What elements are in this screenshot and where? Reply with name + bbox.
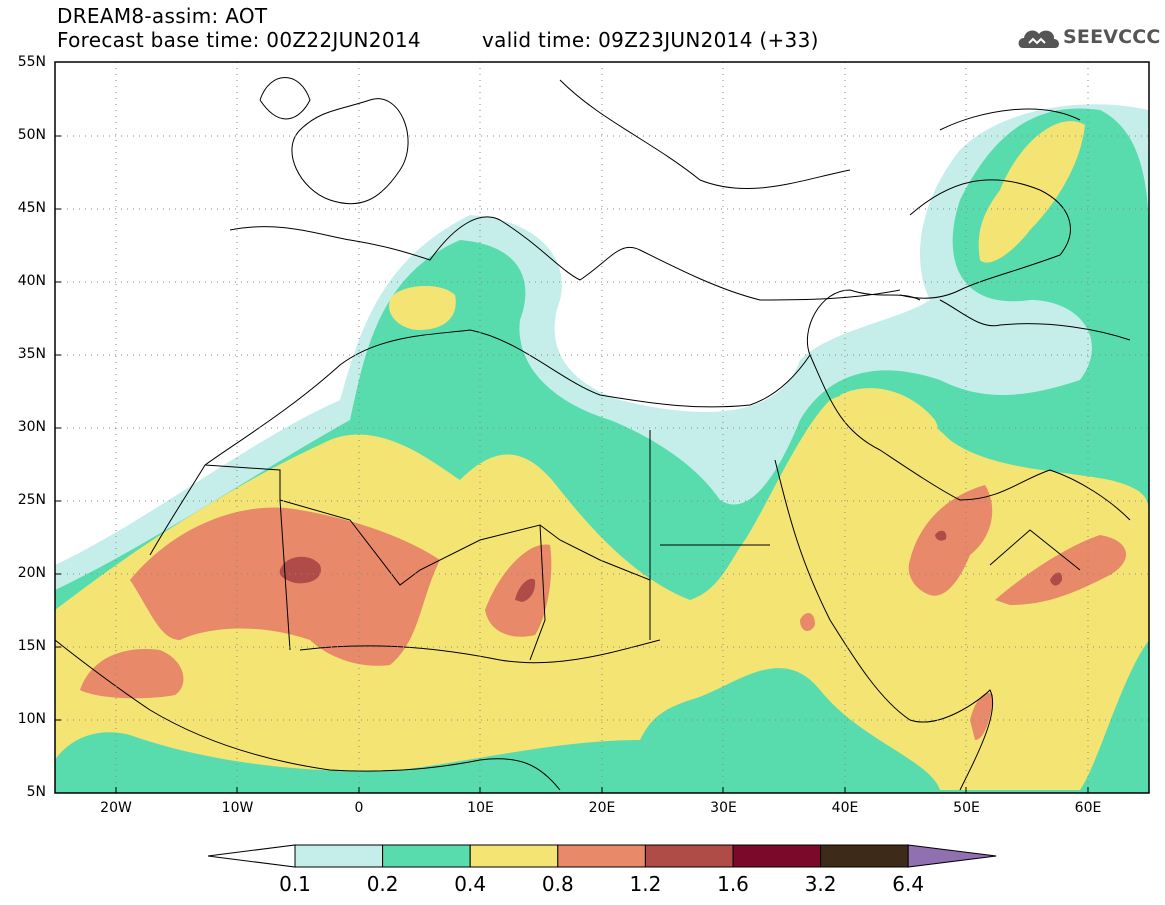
colorbar-swatch [820,844,909,868]
colorbar-label: 6.4 [892,872,925,896]
colorbar-label: 0.2 [366,872,399,896]
valid-time: valid time: 09Z23JUN2014 (+33) [482,28,819,52]
coastlines [55,77,1131,791]
ticks [55,135,1089,793]
lon-label: 30E [710,800,737,816]
colorbar-swatch [644,844,734,868]
colorbar-label: 3.2 [804,872,837,896]
colorbar-label: 0.1 [279,872,311,896]
colorbar-swatch [382,844,471,868]
lat-label: 25N [17,492,46,508]
aot-level-0.8-oman [995,535,1127,605]
lat-label: 45N [17,200,46,216]
aot-level-0.8-sahara [130,507,440,666]
colorbar-extend-low [207,844,296,868]
colorbar-label: 1.6 [717,872,749,896]
aot-level-1.2-chad [515,578,536,602]
lat-label: 15N [17,638,46,654]
lon-label: 50E [953,800,980,816]
aot-field [55,62,1149,793]
lat-label: 40N [17,273,46,289]
lon-label: 0 [354,800,364,816]
map-title: DREAM8-assim: AOT [57,4,268,28]
forecast-base-time: Forecast base time: 00Z22JUN2014 [57,28,421,52]
aot-level-0.8-sudan [800,613,815,632]
colorbar-swatch [732,844,822,868]
lat-label: 50N [17,127,46,143]
lon-label: 10W [221,800,254,816]
colorbar-swatch [294,844,384,868]
aot-level-0.4 [55,393,1149,790]
colorbar-label: 0.4 [454,872,487,896]
colorbar-swatch [557,844,646,868]
lat-label: 55N [17,54,46,70]
colorbar-label: 0.8 [541,872,574,896]
lat-label: 20N [17,565,46,581]
aot-level-1.2-arabia [935,530,947,541]
cloud-logo-icon [1018,30,1060,48]
aot-level-0.8-west-coast [80,649,184,699]
aot-level-0.4-tyrrhenian [389,285,456,330]
colorbar [207,844,997,868]
lon-label: 20W [100,800,132,816]
aot-level-0.4-blacksea [978,121,1085,263]
aot-level-0.8-arabia [908,485,993,596]
graticule [55,62,1149,793]
lat-label: 10N [17,711,46,727]
lat-label: 30N [17,419,46,435]
colorbar-swatch [469,844,559,868]
lon-label: 20E [588,800,616,816]
lon-label: 40E [831,800,859,816]
aot-level-0.4-arabia-north [840,388,941,480]
aot-level-1.2-sahara [279,556,321,584]
colorbar-extend-high [907,844,997,868]
lat-label: 35N [17,346,46,362]
colorbar-label: 1.2 [629,872,662,896]
aot-level-0.8-chad [485,544,552,637]
lon-label: 60E [1074,800,1102,816]
aot-level-0.8-somalia [970,692,993,740]
aot-level-1.2-oman [1050,572,1063,586]
lon-label: 10E [467,800,494,816]
lat-label: 5N [26,784,46,800]
logo-text: SEEVCCC [1063,26,1161,48]
